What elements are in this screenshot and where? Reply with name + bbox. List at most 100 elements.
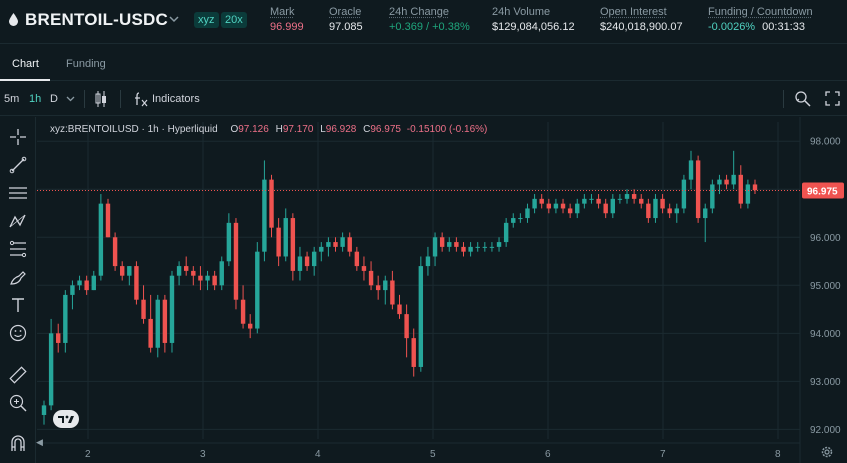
- candle-body: [48, 333, 54, 406]
- candle-body: [738, 174, 743, 204]
- y-tick-label: 92.000: [810, 425, 841, 436]
- candle-body: [41, 405, 47, 415]
- candle-body: [304, 256, 310, 267]
- stat-value: $129,084,056.12: [492, 21, 575, 33]
- candle-body: [354, 251, 360, 267]
- candle-body: [511, 218, 516, 223]
- magnet-icon[interactable]: [8, 433, 28, 453]
- brush-icon[interactable]: [8, 267, 28, 287]
- legend-high-label: H: [275, 124, 283, 135]
- candle-body: [383, 280, 388, 291]
- text-tool-icon[interactable]: [8, 295, 28, 315]
- candle-body: [546, 203, 552, 209]
- y-tick-label: 95.000: [810, 281, 841, 292]
- candle-body: [233, 222, 239, 300]
- candle-body: [56, 333, 61, 343]
- funding-rate: -0.0026%: [708, 21, 756, 33]
- y-tick-label: 98.000: [810, 137, 841, 148]
- candle-body: [539, 198, 544, 204]
- chevron-down-icon[interactable]: [66, 95, 75, 103]
- x-tick-label: 5: [430, 449, 436, 460]
- candle-body: [468, 246, 473, 252]
- funding-countdown: 00:31:33: [762, 21, 805, 33]
- last-price-label: 96.975: [807, 186, 838, 197]
- x-tick-label: 4: [315, 449, 321, 460]
- price-chart[interactable]: 98.00097.00096.00095.00094.00093.00092.0…: [37, 117, 847, 463]
- candle-body: [255, 251, 260, 329]
- candle-body: [454, 242, 459, 247]
- stat-value: -0.0026% 00:31:33: [708, 21, 813, 33]
- collapse-toolbar-arrow[interactable]: ◀: [36, 437, 43, 447]
- chart-tab-bar: Chart Funding: [0, 45, 847, 81]
- candle-body: [63, 294, 68, 343]
- candle-body: [297, 256, 303, 271]
- legend-low-label: L: [320, 124, 326, 135]
- trend-line-icon[interactable]: [8, 155, 28, 175]
- tab-chart[interactable]: Chart: [12, 58, 39, 70]
- asset-symbol[interactable]: BRENTOIL-USDC: [25, 10, 169, 29]
- stat-label: Funding / Countdown: [708, 6, 813, 18]
- stat-value: +0.369 / +0.38%: [389, 21, 470, 33]
- candle-body: [120, 266, 125, 276]
- emoji-icon[interactable]: [8, 323, 28, 343]
- fib-retracement-icon[interactable]: [8, 239, 28, 259]
- crosshair-icon[interactable]: [8, 127, 28, 147]
- candle-body: [418, 266, 424, 367]
- candle-body: [141, 299, 146, 319]
- interval-d[interactable]: D: [50, 93, 58, 105]
- legend-open: 97.126: [238, 124, 269, 135]
- fullscreen-icon[interactable]: [825, 91, 840, 106]
- candle-body: [724, 179, 729, 185]
- x-tick-label: 2: [85, 449, 91, 460]
- fx-indicators-icon[interactable]: [133, 91, 149, 107]
- candle-body: [489, 246, 495, 248]
- candle-body: [127, 266, 132, 276]
- candle-body: [368, 270, 374, 286]
- interval-1h[interactable]: 1h: [29, 93, 42, 105]
- zoom-in-icon[interactable]: [8, 393, 28, 413]
- candle-body: [340, 237, 345, 247]
- legend-change: -0.15100 (-0.16%): [406, 124, 488, 135]
- candle-body: [695, 160, 701, 219]
- candle-body: [347, 237, 352, 252]
- candle-body: [262, 179, 267, 252]
- candle-style-icon[interactable]: [94, 90, 108, 108]
- candle-body: [688, 160, 694, 180]
- candle-body: [361, 266, 367, 271]
- tradingview-logo-icon[interactable]: [53, 410, 79, 428]
- candle-body: [567, 208, 573, 214]
- candle-body: [247, 323, 253, 329]
- stat-24h-volume: 24h Volume $129,084,056.12: [492, 6, 575, 33]
- snapshot-zoom-icon[interactable]: [794, 90, 812, 108]
- candle-body: [169, 275, 175, 343]
- candle-body: [553, 203, 559, 209]
- candle-body: [134, 266, 139, 300]
- candle-body: [105, 203, 111, 238]
- ruler-icon[interactable]: [8, 365, 28, 385]
- candle-body: [532, 198, 537, 209]
- x-tick-label: 8: [775, 449, 781, 460]
- indicators-button[interactable]: Indicators: [152, 93, 200, 105]
- candle-body: [176, 266, 182, 276]
- legend-low: 96.928: [325, 124, 357, 135]
- pattern-icon[interactable]: [8, 211, 28, 231]
- chart-legend: xyz:BRENTOILUSD · 1h · Hyperliquid O97.1…: [50, 124, 487, 135]
- candle-body: [503, 222, 509, 243]
- candle-body: [198, 275, 203, 281]
- y-tick-label: 94.000: [810, 329, 841, 340]
- y-tick-label: 93.000: [810, 377, 841, 388]
- candle-body: [475, 246, 480, 248]
- chevron-down-icon[interactable]: [168, 14, 180, 24]
- horizontal-lines-icon[interactable]: [8, 183, 28, 203]
- candle-body: [205, 275, 210, 281]
- candle-body: [91, 275, 96, 291]
- interval-5m[interactable]: 5m: [4, 93, 20, 105]
- candle-body: [240, 299, 246, 324]
- stat-oracle: Oracle 97.085: [329, 6, 363, 33]
- tab-funding[interactable]: Funding: [66, 58, 106, 70]
- leverage-badge[interactable]: 20x: [221, 12, 247, 28]
- candle-body: [283, 218, 288, 257]
- candle-body: [162, 299, 168, 343]
- dex-tag-badge: xyz: [194, 12, 219, 28]
- gear-icon[interactable]: [820, 445, 834, 459]
